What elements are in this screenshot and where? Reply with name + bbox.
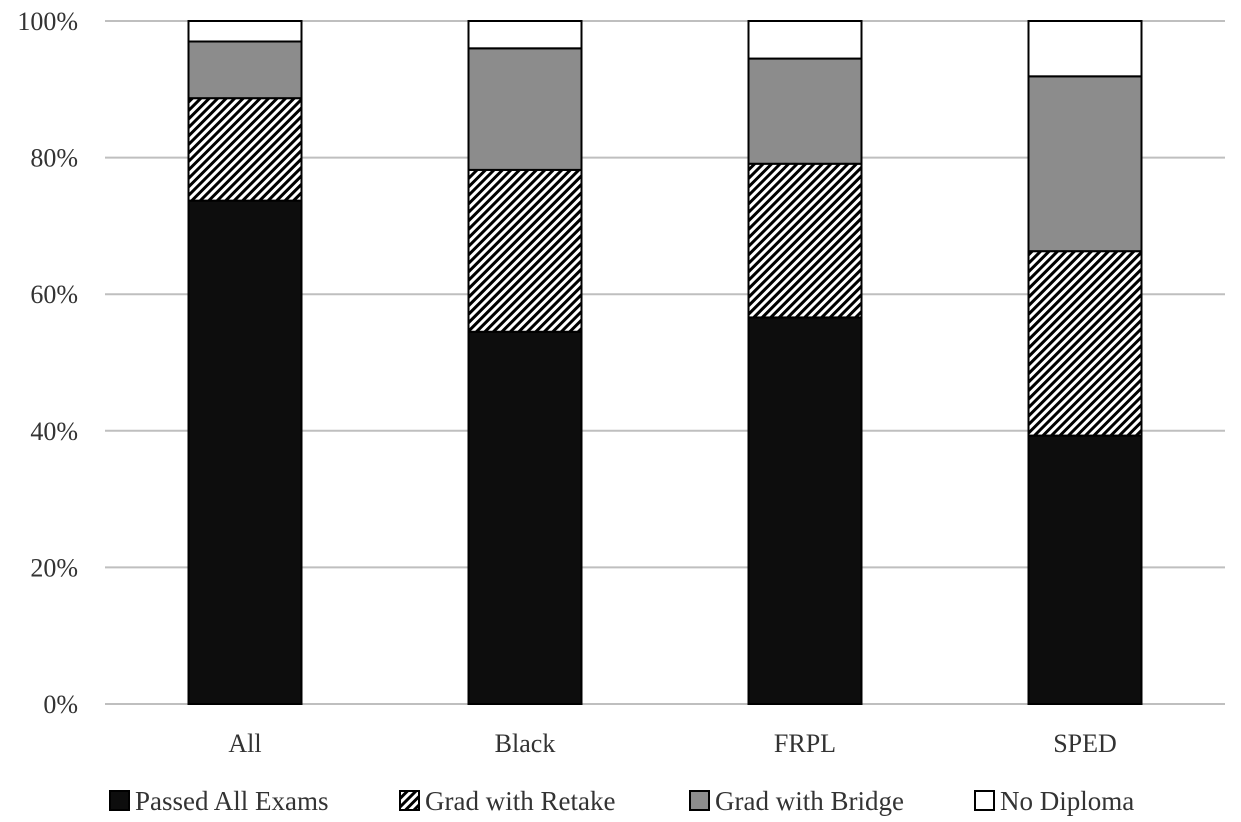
y-tick-label: 80% xyxy=(30,144,78,173)
y-tick-label: 60% xyxy=(30,280,78,309)
x-axis: All Black FRPL SPED xyxy=(228,729,1116,758)
category-label: SPED xyxy=(1053,729,1117,758)
legend-label: Passed All Exams xyxy=(135,786,329,816)
bar-segment xyxy=(467,47,583,171)
legend-swatch xyxy=(109,790,130,811)
category-label: All xyxy=(228,729,261,758)
bar-segment xyxy=(187,40,303,100)
bar-segment xyxy=(467,168,583,333)
legend: Passed All Exams Grad with Retake Grad wit… xyxy=(109,786,1134,816)
bar-segment xyxy=(1027,20,1143,78)
y-axis: 0% 20% 40% 60% 80% 100% xyxy=(17,7,78,719)
bars xyxy=(187,20,1143,705)
y-tick-label: 40% xyxy=(30,417,78,446)
bar-segment xyxy=(747,20,863,60)
bar-segment xyxy=(187,20,303,43)
legend-label: Grad with Bridge xyxy=(715,786,904,816)
y-tick-label: 0% xyxy=(43,690,78,719)
bar-segment xyxy=(747,162,863,319)
bar-segment xyxy=(467,330,583,705)
category-label: Black xyxy=(495,729,556,758)
legend-swatch xyxy=(689,790,710,811)
legend-swatch xyxy=(399,790,420,811)
y-tick-label: 20% xyxy=(30,553,78,582)
bar-segment xyxy=(187,199,303,705)
legend-label: No Diploma xyxy=(1000,786,1134,816)
bar-segment xyxy=(1027,434,1143,705)
bar-segment xyxy=(467,20,583,50)
bar-segment xyxy=(1027,250,1143,437)
legend-label: Grad with Retake xyxy=(425,786,615,816)
bar-segment xyxy=(747,316,863,705)
legend-swatch xyxy=(974,790,995,811)
bar-segment xyxy=(1027,75,1143,253)
bar-segment xyxy=(187,97,303,202)
y-tick-label: 100% xyxy=(17,7,78,36)
category-label: FRPL xyxy=(774,729,836,758)
bar-segment xyxy=(747,57,863,165)
